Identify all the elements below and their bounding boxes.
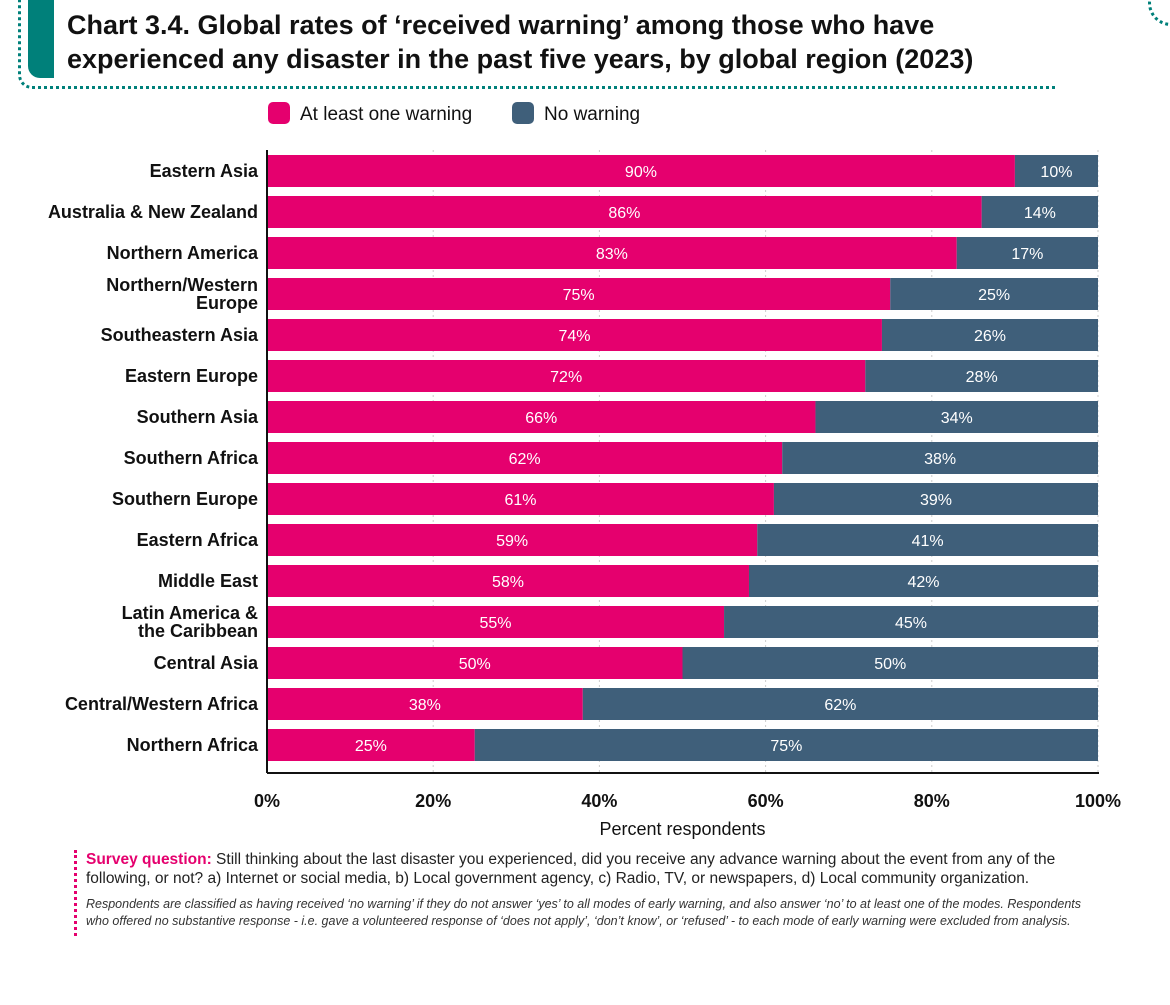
bar-segment <box>881 319 1098 351</box>
category-label: Northern/Western <box>106 275 258 295</box>
legend-label: At least one warning <box>300 104 472 125</box>
data-label: 25% <box>355 738 387 755</box>
header-accent-bar <box>28 0 54 78</box>
bar-segment <box>1014 155 1098 187</box>
data-label: 75% <box>563 287 595 304</box>
x-tick-label: 100% <box>1075 791 1121 811</box>
legend-swatch <box>512 102 534 124</box>
bar-segment <box>267 442 783 474</box>
data-label: 61% <box>504 492 536 509</box>
x-tick-label: 60% <box>748 791 784 811</box>
data-label: 14% <box>1024 205 1056 222</box>
data-label: 39% <box>920 492 952 509</box>
bar-segment <box>267 524 758 556</box>
stacked-bar-chart: 0% 20% 40% 60% 80% 100% 90% 10% Eastern Asia 86% 1… <box>48 102 1121 839</box>
data-label: 17% <box>1011 246 1043 263</box>
data-label: 10% <box>1040 164 1072 181</box>
bar-segment <box>267 319 882 351</box>
bar-segment <box>773 483 1098 515</box>
data-label: 26% <box>974 328 1006 345</box>
data-label: 59% <box>496 533 528 550</box>
bar-segment <box>474 729 1098 761</box>
footnote: Respondents are classified as having rec… <box>86 897 1082 928</box>
bar-segment <box>267 688 583 720</box>
bar-segment <box>267 606 725 638</box>
x-tick-label: 0% <box>254 791 280 811</box>
legend-label: No warning <box>544 104 640 125</box>
survey-question: Survey question: Still thinking about th… <box>86 850 1086 888</box>
data-label: 62% <box>509 451 541 468</box>
bar-segment <box>267 360 866 392</box>
bar-segment <box>865 360 1098 392</box>
data-label: 83% <box>596 246 628 263</box>
data-label: 86% <box>608 205 640 222</box>
data-label: 42% <box>907 574 939 591</box>
bar-segment <box>267 237 957 269</box>
notes: Survey question: Still thinking about th… <box>74 850 1086 936</box>
bar-segment <box>815 401 1098 433</box>
data-label: 41% <box>912 533 944 550</box>
category-label: Eastern Europe <box>125 366 258 386</box>
bar-segment <box>267 196 982 228</box>
data-label: 25% <box>978 287 1010 304</box>
header-frame <box>18 0 1055 89</box>
bar-segment <box>582 688 1098 720</box>
category-label: Eastern Asia <box>150 161 259 181</box>
category-label: Southern Africa <box>124 448 259 468</box>
x-tick-label: 40% <box>581 791 617 811</box>
data-label: 50% <box>874 656 906 673</box>
chart-title: Chart 3.4. Global rates of ‘received war… <box>67 10 974 74</box>
category-label: Southeastern Asia <box>101 325 259 345</box>
bar-segment <box>267 278 891 310</box>
bar-segment <box>267 647 683 679</box>
x-tick-label: 20% <box>415 791 451 811</box>
bar-segment <box>267 483 774 515</box>
category-label: Southern Europe <box>112 489 258 509</box>
category-label: Central Asia <box>154 653 259 673</box>
survey-question-text: Still thinking about the last disaster y… <box>86 851 1056 887</box>
data-label: 62% <box>824 697 856 714</box>
legend-swatch <box>268 102 290 124</box>
data-label: 90% <box>625 164 657 181</box>
category-label: Southern Asia <box>137 407 259 427</box>
category-label: Australia & New Zealand <box>48 202 258 222</box>
data-label: 38% <box>924 451 956 468</box>
bar-segment <box>890 278 1098 310</box>
data-label: 66% <box>525 410 557 427</box>
bar-segment <box>267 729 475 761</box>
x-axis-title: Percent respondents <box>599 819 765 839</box>
bar-segment <box>956 237 1098 269</box>
bar-segment <box>267 155 1015 187</box>
bar-segment <box>981 196 1098 228</box>
data-label: 34% <box>941 410 973 427</box>
category-label: the Caribbean <box>138 621 258 641</box>
category-label: Europe <box>196 293 258 313</box>
category-label: Middle East <box>158 571 258 591</box>
data-label: 75% <box>770 738 802 755</box>
category-label: Central/Western Africa <box>65 694 259 714</box>
data-label: 72% <box>550 369 582 386</box>
bar-segment <box>724 606 1098 638</box>
data-label: 55% <box>480 615 512 632</box>
bar-segment <box>782 442 1098 474</box>
category-label: Northern Africa <box>127 735 259 755</box>
x-tick-label: 80% <box>914 791 950 811</box>
category-label: Northern America <box>107 243 259 263</box>
category-label: Eastern Africa <box>137 530 259 550</box>
bar-segment <box>757 524 1098 556</box>
data-label: 45% <box>895 615 927 632</box>
data-label: 28% <box>966 369 998 386</box>
category-label: Latin America & <box>122 603 258 623</box>
data-label: 74% <box>558 328 590 345</box>
bar-segment <box>267 401 816 433</box>
bar-segment <box>682 647 1098 679</box>
data-label: 58% <box>492 574 524 591</box>
bar-segment <box>267 565 749 597</box>
data-label: 38% <box>409 697 441 714</box>
data-label: 50% <box>459 656 491 673</box>
bar-segment <box>748 565 1098 597</box>
survey-question-label: Survey question: <box>86 851 212 868</box>
